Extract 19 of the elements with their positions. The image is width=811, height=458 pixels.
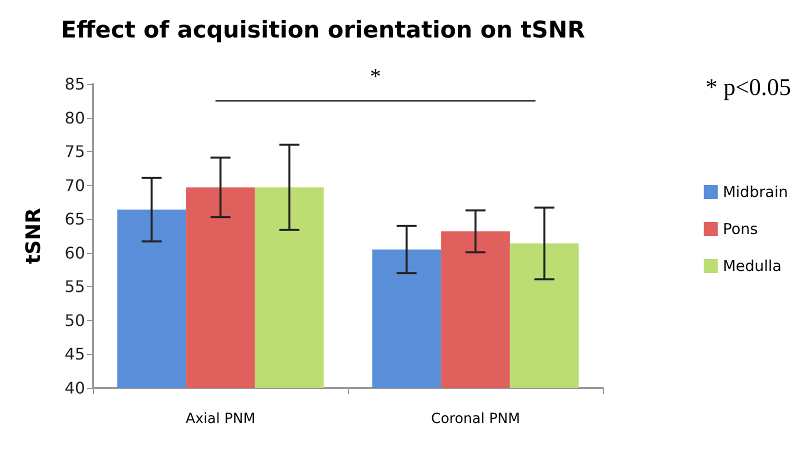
- legend-label: Medulla: [722, 257, 782, 275]
- y-tick-label: 70: [64, 176, 85, 195]
- x-tick-label: Axial PNM: [186, 411, 256, 427]
- annotation: *: [370, 63, 381, 88]
- y-tick-label: 55: [64, 277, 85, 296]
- y-tick-label: 45: [64, 344, 85, 364]
- y-tick-label: 40: [64, 378, 85, 398]
- y-tick-label: 65: [64, 210, 85, 229]
- legend-label: Midbrain: [722, 183, 788, 201]
- y-tick-label: 50: [64, 310, 85, 330]
- legend-label: Pons: [722, 220, 758, 238]
- y-axis-title: tSNR: [21, 208, 45, 264]
- chart-title: Effect of acquisition orientation on tSNR: [60, 18, 586, 44]
- y-tick-label: 80: [64, 108, 85, 128]
- y-tick-label: 60: [64, 243, 85, 262]
- text: * p<0.05: [705, 75, 792, 101]
- y-tick-label: 75: [64, 142, 85, 162]
- x-tick-label: Coronal PNM: [430, 411, 520, 427]
- y-tick-label: 85: [64, 74, 85, 94]
